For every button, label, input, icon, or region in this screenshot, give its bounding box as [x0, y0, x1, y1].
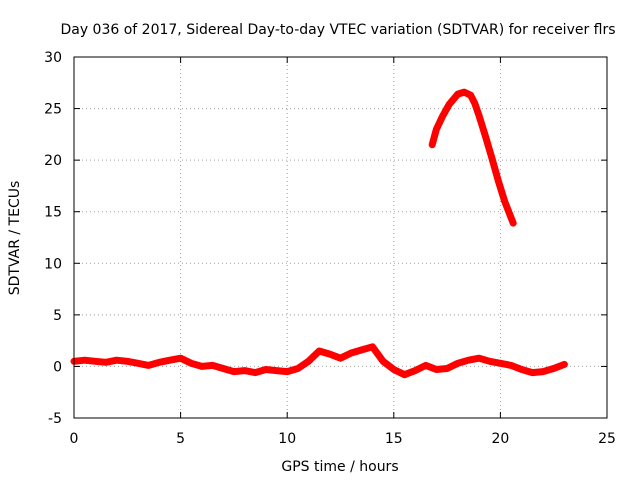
y-tick-label: 0	[53, 359, 62, 375]
data-point	[146, 362, 152, 368]
x-tick-label: 10	[278, 431, 296, 447]
data-point	[220, 365, 226, 371]
plot-frame	[73, 56, 608, 419]
data-point	[440, 113, 446, 119]
data-point	[487, 358, 493, 364]
y-tick-label: 30	[44, 50, 62, 66]
data-point	[561, 361, 567, 367]
x-tick-label: 0	[70, 431, 79, 447]
data-point	[156, 359, 162, 365]
data-point	[252, 370, 258, 376]
chart-title: Day 036 of 2017, Sidereal Day-to-day VTE…	[60, 22, 615, 38]
data-point	[210, 362, 216, 368]
data-point	[444, 365, 450, 371]
data-point	[476, 355, 482, 361]
data-point	[295, 365, 301, 371]
data-point	[92, 358, 98, 364]
data-point	[495, 178, 501, 184]
data-point	[306, 358, 312, 364]
data-point	[508, 362, 514, 368]
data-point	[327, 351, 333, 357]
data-point	[502, 198, 508, 204]
data-point	[114, 357, 120, 363]
data-point	[199, 363, 205, 369]
data-point	[401, 372, 407, 378]
data-point	[551, 365, 557, 371]
axis-ticks: 0 5 10 15 20 25 -5 0 5 10 15 20 25 30	[44, 50, 616, 447]
data-point	[369, 344, 375, 350]
data-point	[103, 359, 109, 365]
data-point	[348, 350, 354, 356]
x-tick-label: 15	[385, 431, 403, 447]
data-point	[412, 368, 418, 374]
x-tick-label: 20	[491, 431, 509, 447]
y-tick-label: 15	[44, 205, 62, 221]
data-point	[284, 369, 290, 375]
data-point	[188, 360, 194, 366]
data-point	[316, 348, 322, 354]
data-point	[455, 91, 461, 97]
data-point	[476, 113, 482, 119]
data-point	[124, 358, 130, 364]
data-point	[429, 142, 435, 148]
x-tick-label: 25	[598, 431, 616, 447]
data-point	[391, 367, 397, 373]
data-point	[446, 101, 452, 107]
y-tick-label: 5	[53, 308, 62, 324]
data-point	[167, 357, 173, 363]
data-point	[455, 360, 461, 366]
data-point	[338, 355, 343, 361]
data-point	[497, 360, 503, 366]
data-point	[465, 357, 471, 363]
data-point	[489, 155, 495, 161]
data-point	[461, 89, 467, 95]
data-point	[82, 357, 88, 363]
y-tick-label: 10	[44, 256, 62, 272]
data-point	[472, 100, 478, 106]
series-layer	[70, 88, 568, 379]
y-tick-label: 20	[44, 153, 62, 169]
data-point	[242, 368, 248, 374]
y-axis-label: SDTVAR / TECUs	[7, 181, 23, 296]
x-axis-label: GPS time / hours	[281, 459, 398, 475]
data-point	[529, 370, 535, 376]
data-point	[510, 220, 516, 226]
data-point	[274, 368, 280, 374]
data-point	[263, 367, 269, 373]
data-point	[433, 367, 439, 373]
data-point	[231, 369, 237, 375]
x-tick-label: 5	[176, 431, 185, 447]
series-line-1	[428, 88, 517, 227]
data-point	[135, 360, 141, 366]
y-tick-label: -5	[48, 411, 62, 427]
data-point	[482, 133, 488, 139]
data-point	[468, 92, 474, 98]
data-point	[178, 355, 184, 361]
data-point	[359, 347, 365, 353]
data-point	[519, 367, 525, 373]
data-point	[433, 126, 439, 132]
data-point	[380, 358, 386, 364]
data-point	[423, 362, 429, 368]
y-tick-label: 25	[44, 102, 62, 118]
data-point	[540, 369, 546, 375]
